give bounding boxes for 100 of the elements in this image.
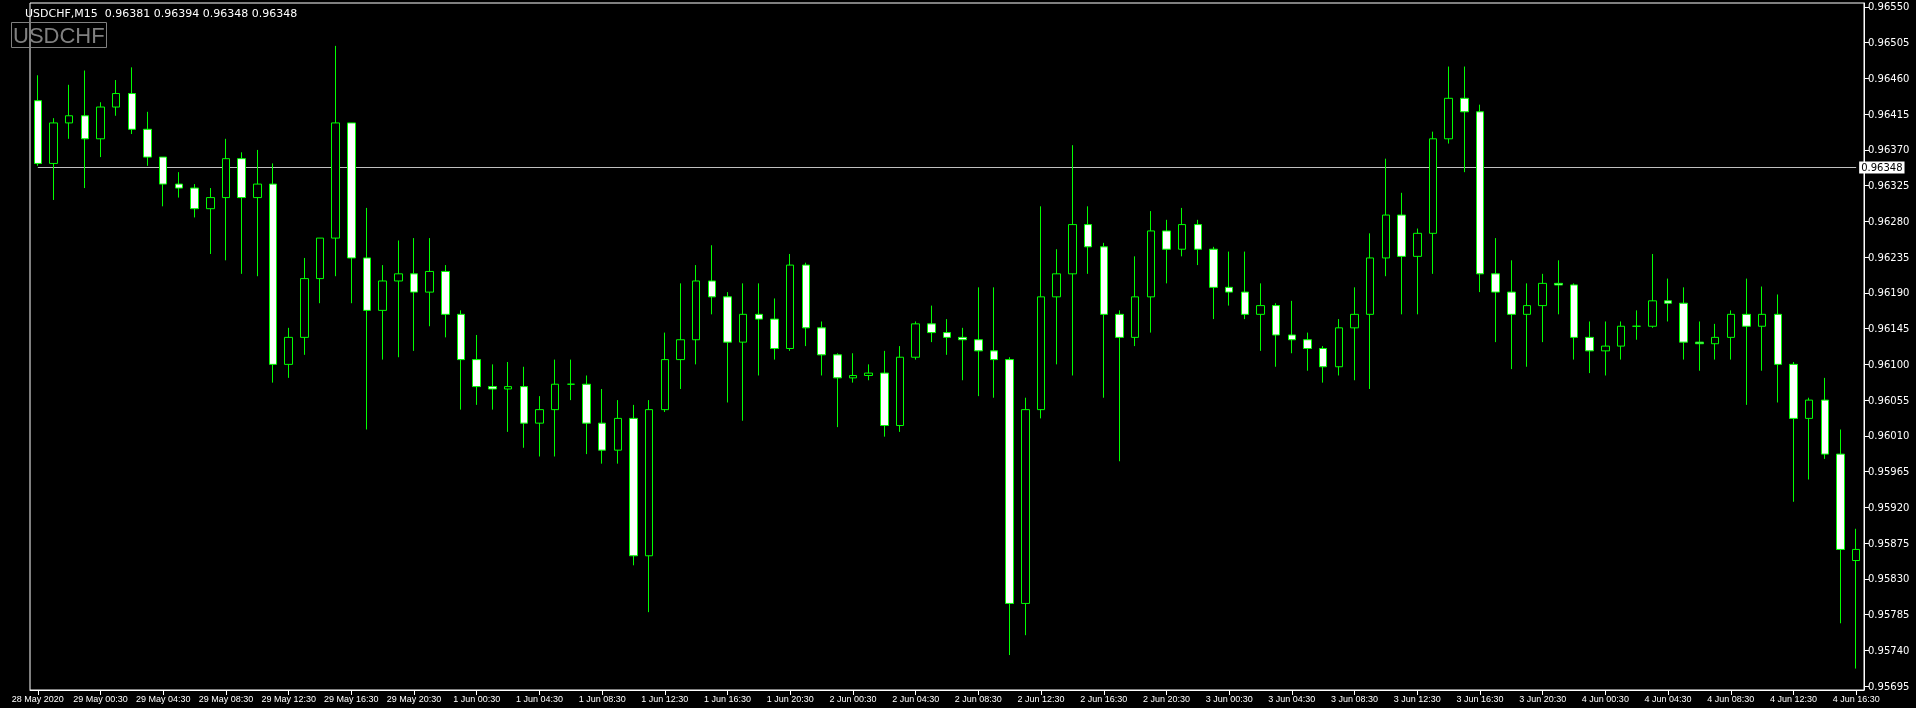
x-tick-label: 29 May 04:30 — [135, 693, 191, 704]
x-tick-label: 4 Jun 04:30 — [1644, 693, 1692, 704]
candlestick — [567, 359, 575, 401]
y-tick-label: 0.95920 — [1868, 501, 1910, 513]
y-tick-label: 0.96235 — [1868, 251, 1910, 263]
candlestick — [504, 361, 512, 433]
candlestick — [645, 399, 653, 613]
x-tick-label: 1 Jun 12:30 — [641, 693, 689, 704]
candlestick — [1679, 286, 1688, 361]
candlestick — [441, 264, 450, 338]
candlestick — [1805, 397, 1813, 481]
y-tick-label: 0.96280 — [1868, 215, 1910, 227]
candlestick — [394, 239, 403, 358]
candlestick — [1272, 302, 1280, 368]
candlestick — [457, 309, 465, 411]
candlestick — [1256, 282, 1265, 352]
x-tick-label: 3 Jun 12:30 — [1393, 693, 1441, 704]
y-tick-label: 0.95785 — [1868, 609, 1910, 621]
candlestick — [425, 237, 434, 327]
y-tick-label: 0.95830 — [1868, 573, 1910, 585]
candlestick — [958, 327, 967, 381]
candlestick — [472, 334, 481, 406]
candlestick — [896, 345, 904, 433]
candlestick — [1821, 377, 1829, 460]
candlestick — [1162, 219, 1171, 284]
candlestick — [817, 320, 826, 376]
candlestick — [253, 149, 262, 277]
candlestick — [1554, 259, 1563, 315]
y-tick-label: 0.96055 — [1868, 394, 1910, 406]
x-tick-label: 29 May 08:30 — [198, 693, 254, 704]
x-tick-label: 2 Jun 04:30 — [892, 693, 940, 704]
candlestick — [708, 244, 716, 315]
candlestick — [614, 399, 622, 465]
x-tick-label: 2 Jun 20:30 — [1142, 693, 1190, 704]
x-tick-label: 3 Jun 20:30 — [1519, 693, 1567, 704]
candlestick — [1366, 232, 1374, 390]
x-tick-label: 1 Jun 16:30 — [704, 693, 752, 704]
x-tick-label: 1 Jun 08:30 — [578, 693, 626, 704]
candlestick — [1852, 528, 1860, 670]
x-tick-label: 28 May 2020 — [11, 693, 64, 704]
x-tick-label: 2 Jun 08:30 — [954, 693, 1002, 704]
candlestick — [488, 363, 497, 411]
candlestick — [535, 395, 544, 457]
candlestick — [363, 207, 371, 430]
candlestick — [206, 187, 215, 255]
candlestick — [1429, 131, 1437, 275]
candlestick — [269, 162, 277, 384]
candlestick — [143, 111, 152, 167]
candlestick — [1476, 104, 1484, 293]
candlestick — [676, 282, 685, 390]
y-tick-label: 0.95965 — [1868, 466, 1910, 478]
candlestick — [974, 286, 983, 397]
y-tick-label: 0.96415 — [1868, 108, 1910, 120]
candlestick — [237, 151, 246, 275]
candlestick — [1021, 397, 1030, 636]
candlestick — [661, 332, 669, 413]
y-tick-label: 0.95875 — [1868, 537, 1910, 549]
x-tick-label: 3 Jun 16:30 — [1456, 693, 1504, 704]
candlestick — [1068, 144, 1077, 376]
candlestick — [175, 171, 183, 199]
candlestick — [911, 320, 920, 361]
y-tick-label: 0.96550 — [1868, 1, 1910, 13]
x-tick-label: 29 May 16:30 — [324, 693, 379, 704]
x-tick-label: 2 Jun 00:30 — [829, 693, 877, 704]
candlestick — [1617, 320, 1625, 361]
candlestick — [347, 122, 356, 304]
candlestick — [629, 404, 638, 566]
candlestick — [1648, 253, 1657, 329]
y-tick-label: 0.96505 — [1868, 37, 1910, 49]
candlestick — [1711, 323, 1719, 361]
candlestick — [65, 84, 73, 140]
candlestick — [1444, 66, 1453, 145]
candlestick — [378, 264, 387, 361]
y-tick-label: 0.96010 — [1868, 430, 1910, 442]
candlestick — [582, 374, 591, 455]
x-tick-label: 4 Jun 12:30 — [1769, 693, 1817, 704]
candlestick — [331, 45, 340, 277]
x-tick-label: 29 May 12:30 — [261, 693, 316, 704]
candlestick — [1115, 309, 1124, 462]
ref-line-label: 0.96348 — [1861, 161, 1903, 173]
x-tick-label: 2 Jun 16:30 — [1080, 693, 1128, 704]
candlestick — [802, 262, 810, 347]
candlestick — [1695, 320, 1704, 372]
candlestick — [1774, 293, 1782, 403]
x-tick-label: 3 Jun 00:30 — [1205, 693, 1253, 704]
candlestick — [222, 138, 230, 261]
y-tick-label: 0.96100 — [1868, 358, 1910, 370]
candlestick — [927, 305, 936, 343]
candlestick — [410, 237, 418, 352]
candlestick — [1664, 278, 1672, 322]
x-tick-label: 29 May 20:30 — [386, 693, 442, 704]
candlestick — [1585, 320, 1594, 374]
x-tick-label: 2 Jun 12:30 — [1017, 693, 1065, 704]
candlestick — [1758, 286, 1766, 372]
candlestick — [300, 257, 309, 356]
candlestick — [1147, 210, 1155, 334]
candlestick — [1194, 219, 1202, 266]
candlestick — [1005, 356, 1014, 656]
candlestick — [1507, 259, 1516, 370]
candlestick — [1491, 237, 1500, 343]
